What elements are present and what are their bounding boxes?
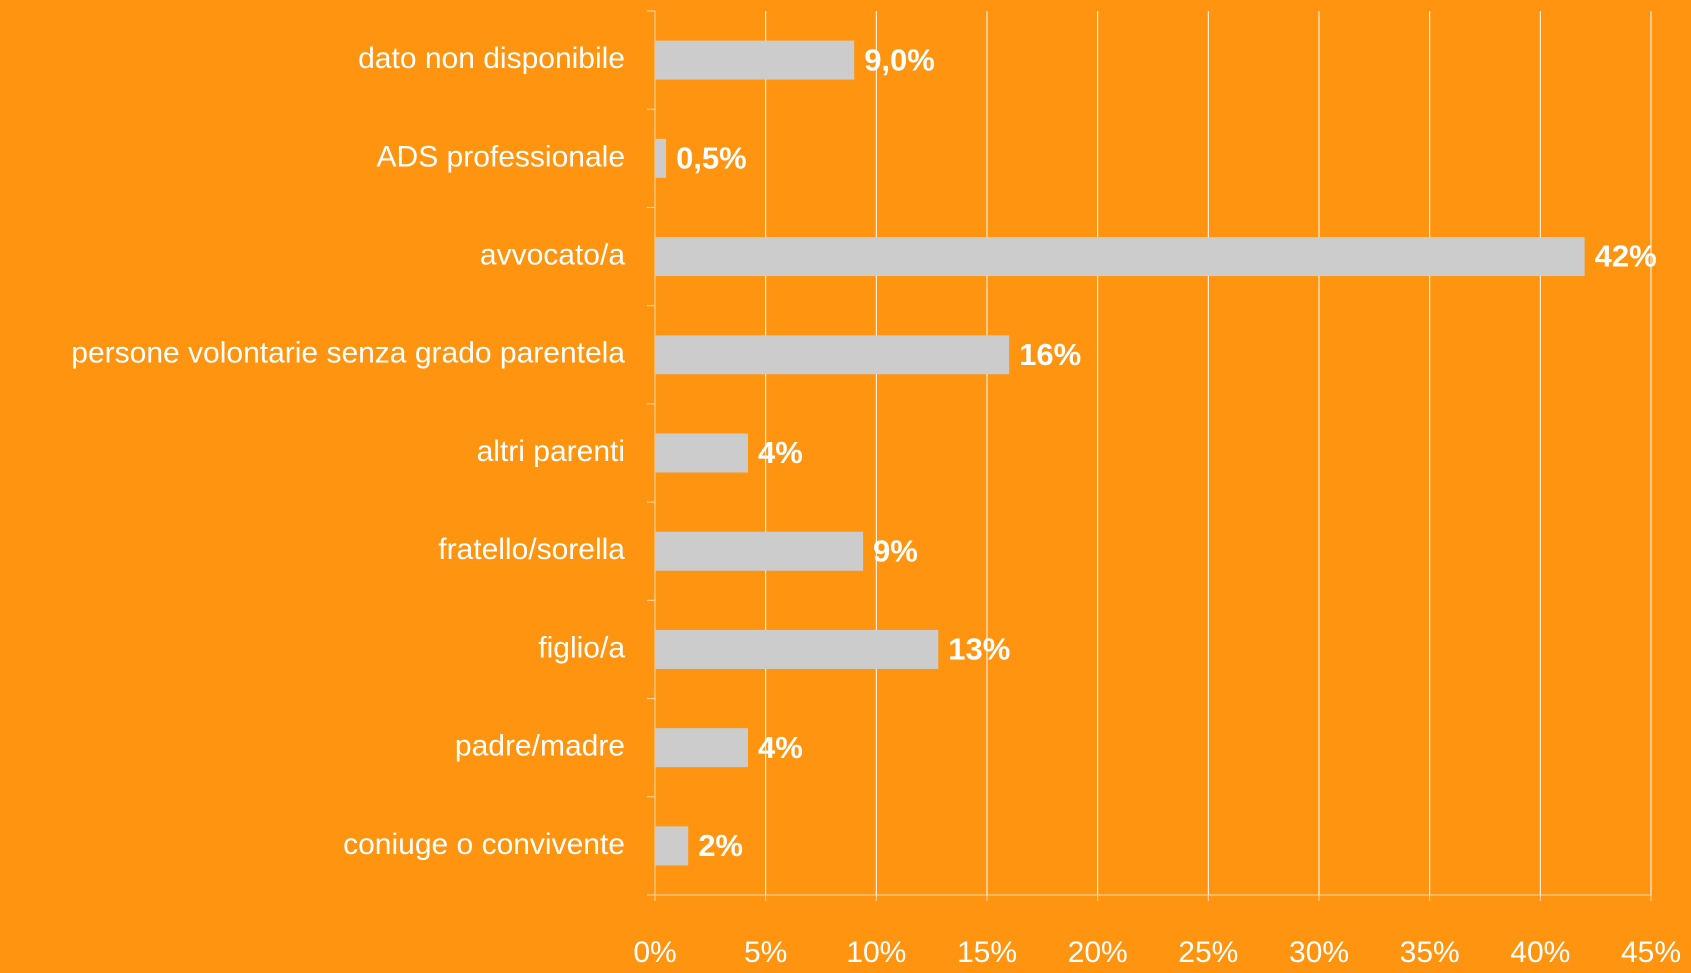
y-tick-label: persone volontarie senza grado parentela [71,337,625,370]
x-tick-label: 30% [1289,936,1349,969]
y-tick-label: dato non disponibile [358,42,625,75]
x-tick-label: 15% [957,936,1017,969]
x-tick-label: 45% [1621,936,1681,969]
value-label: 0,5% [676,141,747,176]
bar [655,237,1585,277]
x-tick-label: 35% [1400,936,1460,969]
y-tick-label: padre/madre [455,730,625,763]
x-tick-label: 0% [633,936,676,969]
bar [655,40,855,80]
x-tick-label: 20% [1068,936,1128,969]
value-label: 9% [873,533,918,568]
x-tick-label: 5% [744,936,787,969]
bar [655,433,748,473]
x-tick-label: 40% [1510,936,1570,969]
y-tick-label: altri parenti [477,435,625,468]
value-label: 13% [948,632,1010,667]
bar [655,826,689,866]
y-tick-label: fratello/sorella [438,533,625,566]
bar [655,728,748,768]
value-label: 2% [698,828,743,863]
y-tick-label: ADS professionale [377,140,625,173]
value-label: 16% [1019,337,1081,372]
y-tick-label: figlio/a [538,631,625,664]
bar [655,531,864,571]
x-tick-label: 25% [1178,936,1238,969]
bar [655,629,939,669]
value-label: 4% [758,435,803,470]
bar [655,335,1010,375]
y-tick-label: avvocato/a [480,238,625,271]
bar [655,138,667,178]
value-label: 42% [1595,239,1657,274]
y-tick-label: coniuge o convivente [343,828,625,861]
value-label: 4% [758,730,803,765]
value-label: 9,0% [864,42,935,77]
x-tick-label: 10% [846,936,906,969]
